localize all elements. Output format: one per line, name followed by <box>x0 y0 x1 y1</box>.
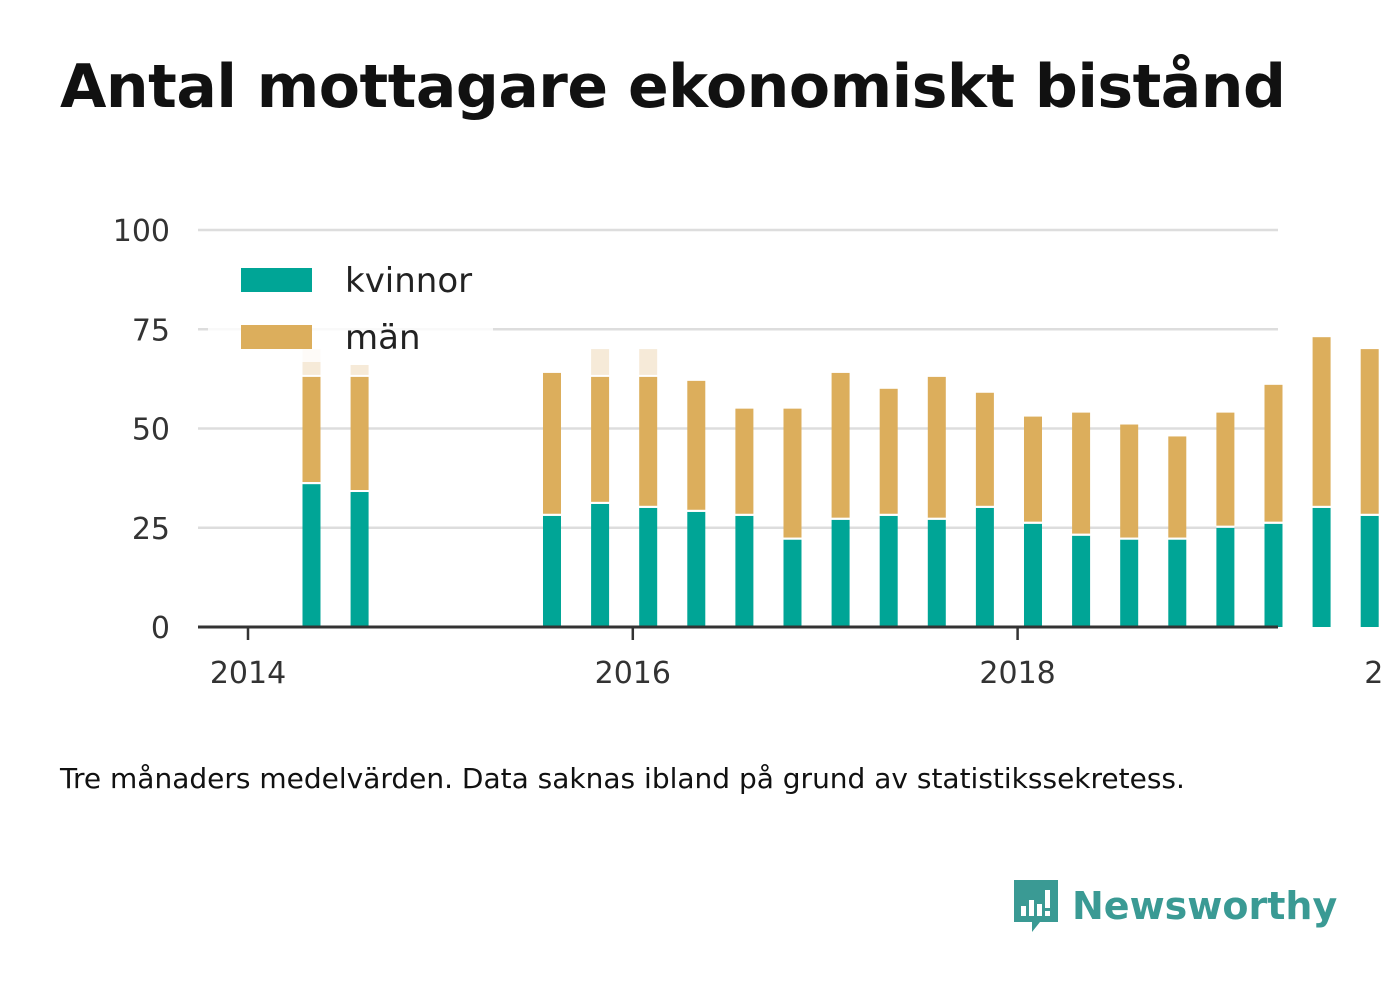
bar-kvinnor <box>831 519 850 627</box>
bar-kvinnor <box>542 515 561 627</box>
bar-chart-speech-bubble-icon <box>1014 880 1058 932</box>
legend-swatch-man <box>241 325 312 349</box>
legend-label-kvinnor: kvinnor <box>345 261 472 301</box>
brand-logo: Newsworthy <box>1010 876 1337 936</box>
bar-kvinnor <box>1120 539 1139 627</box>
x-tick-label: 2018 <box>979 656 1055 691</box>
bar-kvinnor <box>1264 523 1283 627</box>
y-tick-label: 100 <box>113 214 170 249</box>
bar-kvinnor <box>783 539 802 627</box>
bar-man <box>1072 412 1091 534</box>
bar-man <box>975 392 994 506</box>
bar-kvinnor <box>1312 507 1331 627</box>
bar-kvinnor <box>1072 535 1091 627</box>
x-tick-label: 2014 <box>210 656 286 691</box>
bar-kvinnor <box>350 492 369 627</box>
bar-kvinnor <box>591 503 610 627</box>
bar-man <box>1023 416 1042 522</box>
bar-man <box>350 376 369 491</box>
bar-faded-segment <box>591 349 610 375</box>
bar-kvinnor <box>735 515 754 627</box>
bar-man <box>302 376 321 483</box>
bar-kvinnor <box>1360 515 1379 627</box>
bar-man <box>1312 337 1331 506</box>
bar-man <box>1216 412 1235 526</box>
bar-man <box>1264 384 1283 522</box>
bar-man <box>542 372 561 514</box>
axes: 0255075100201420162018202020222024 <box>113 214 1382 691</box>
bar-kvinnor <box>1023 523 1042 627</box>
y-tick-label: 25 <box>132 512 170 547</box>
bar-man <box>879 388 898 514</box>
bar-man <box>687 380 706 510</box>
bar-man <box>1120 424 1139 538</box>
bar-man <box>639 376 658 506</box>
bar-man <box>831 372 850 518</box>
bar-kvinnor <box>879 515 898 627</box>
legend-label-man: män <box>345 318 421 358</box>
bar-faded-segment <box>350 364 369 375</box>
bar-kvinnor <box>639 507 658 627</box>
y-tick-label: 50 <box>132 413 170 448</box>
bar-man <box>783 408 802 538</box>
bar-man <box>591 376 610 502</box>
x-tick-label: 2016 <box>595 656 671 691</box>
bar-kvinnor <box>975 507 994 627</box>
bar-kvinnor <box>687 511 706 627</box>
chart-footnote: Tre månaders medelvärden. Data saknas ib… <box>60 762 1185 795</box>
bar-man <box>927 376 946 518</box>
y-tick-label: 75 <box>132 313 170 348</box>
legend: kvinnor män <box>208 252 493 362</box>
bar-man <box>1168 436 1187 538</box>
bar-man <box>735 408 754 514</box>
bar-series <box>302 337 1379 627</box>
chart-title: Antal mottagare ekonomiskt bistånd <box>60 52 1286 122</box>
bar-kvinnor <box>302 484 321 627</box>
bar-kvinnor <box>927 519 946 627</box>
y-tick-label: 0 <box>151 611 170 646</box>
bar-man <box>1360 349 1379 514</box>
bar-faded-segment <box>639 349 658 375</box>
x-tick-label: 2020 <box>1364 656 1382 691</box>
bar-kvinnor <box>1168 539 1187 627</box>
bar-kvinnor <box>1216 527 1235 627</box>
brand-name: Newsworthy <box>1072 884 1338 928</box>
legend-swatch-kvinnor <box>241 268 312 292</box>
